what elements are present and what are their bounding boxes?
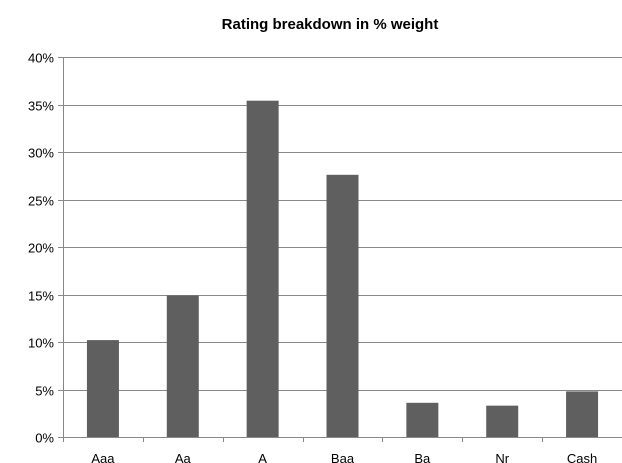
bar-ba xyxy=(406,402,439,437)
x-tick-label: Aa xyxy=(175,451,192,463)
x-axis xyxy=(63,437,622,442)
y-tick-label: 35% xyxy=(28,99,54,114)
bar-aaa xyxy=(86,340,119,437)
y-tick-label: 10% xyxy=(28,336,54,351)
bars xyxy=(86,100,599,438)
x-tick-label: A xyxy=(258,451,267,463)
y-tick-label: 25% xyxy=(28,194,54,209)
y-axis-ticks: 0% 5% 10% 15% 20% 25% 30% 35% 40% xyxy=(28,51,54,446)
bar-nr xyxy=(486,405,519,437)
y-tick-label: 30% xyxy=(28,146,54,161)
y-tick-label: 15% xyxy=(28,289,54,304)
y-tick-label: 5% xyxy=(35,384,54,399)
y-tick-label: 20% xyxy=(28,241,54,256)
bar-a xyxy=(246,100,279,437)
x-tick-label: Cash xyxy=(567,451,597,463)
x-axis-ticks: Aaa Aa A Baa Ba Nr Cash xyxy=(91,451,597,463)
chart-title: Rating breakdown in % weight xyxy=(222,16,439,33)
bar-aa xyxy=(166,295,199,437)
x-tick-label: Aaa xyxy=(91,451,115,463)
bar-cash xyxy=(566,391,599,437)
x-tick-label: Ba xyxy=(414,451,431,463)
x-tick-label: Nr xyxy=(495,451,509,463)
y-tick-label: 0% xyxy=(35,431,54,446)
bar-baa xyxy=(326,174,359,438)
x-tick-label: Baa xyxy=(331,451,355,463)
y-tick-label: 40% xyxy=(28,51,54,66)
